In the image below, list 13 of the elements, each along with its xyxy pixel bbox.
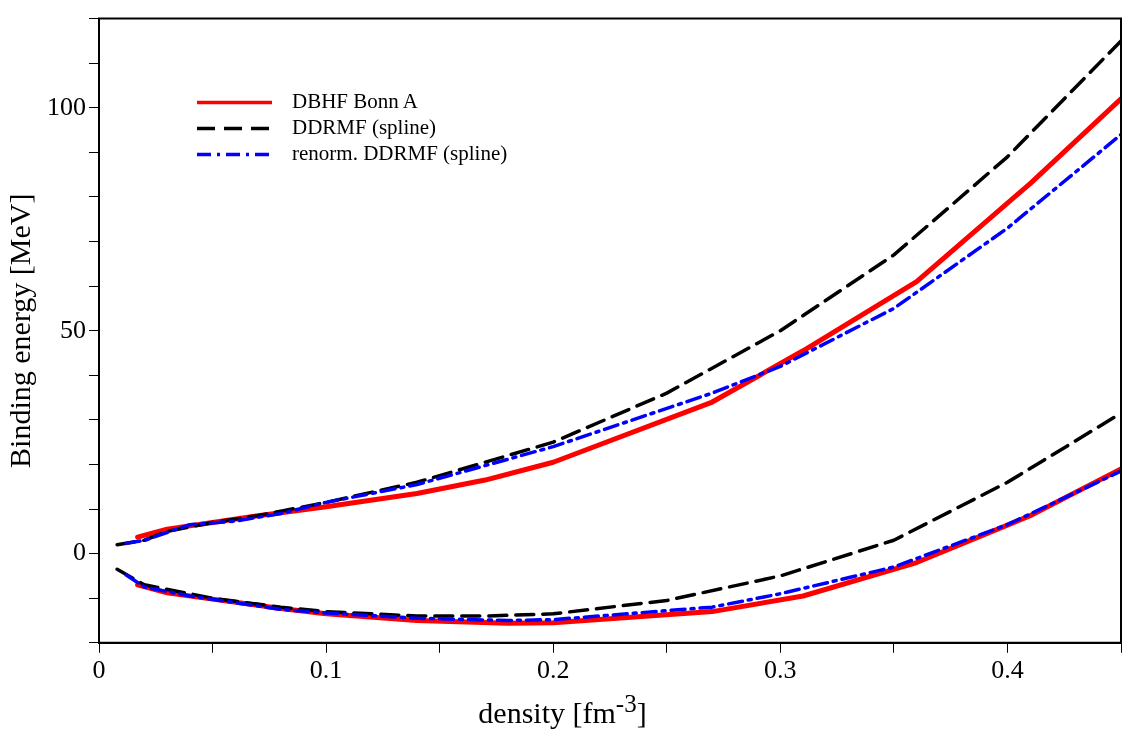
- x-tick-label: 0.2: [536, 655, 570, 685]
- x-axis-title: density [fm$^{-3}$]: [477, 690, 648, 730]
- y-tick-label: 50: [60, 314, 86, 344]
- legend-label: DDRMF (spline): [292, 115, 437, 140]
- y-tick-label: 0: [73, 537, 86, 567]
- x-tick-label: 0: [92, 655, 106, 685]
- x-tick-label: 0.1: [309, 655, 343, 685]
- legend-label: DBHF Bonn A: [292, 89, 419, 114]
- legend-label: renorm. DDRMF (spline): [292, 141, 508, 166]
- x-tick-label: 0.3: [764, 655, 797, 685]
- y-tick-label: 100: [47, 91, 86, 121]
- x-tick-label: 0.4: [991, 655, 1024, 685]
- y-axis-title: Binding energy [MeV]: [2, 193, 36, 468]
